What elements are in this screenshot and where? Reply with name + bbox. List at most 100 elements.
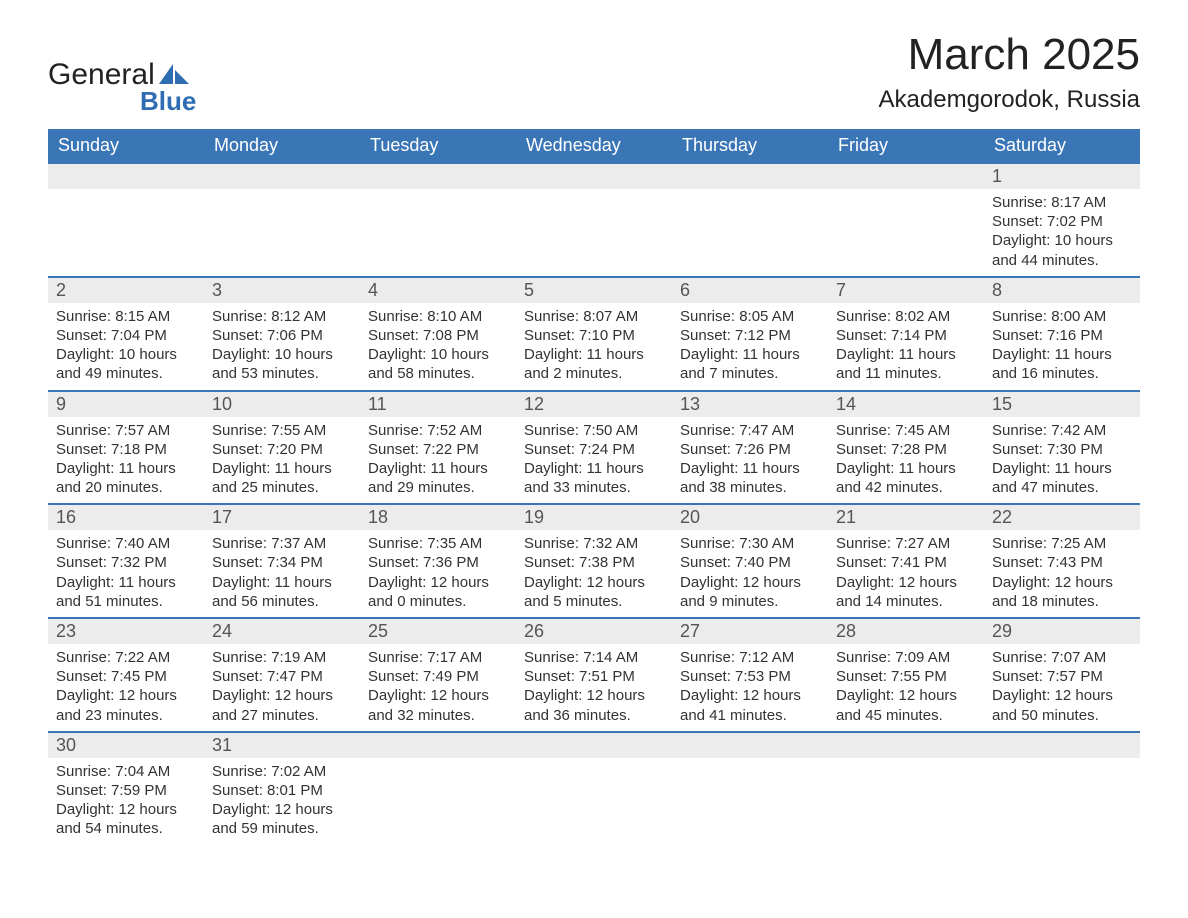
sunset-text: Sunset: 7:20 PM [212,440,352,459]
calendar-cell [516,732,672,845]
calendar-cell: 31Sunrise: 7:02 AMSunset: 8:01 PMDayligh… [204,732,360,845]
weekday-header: Monday [204,129,360,163]
logo: General Blue [48,58,196,117]
calendar-cell: 23Sunrise: 7:22 AMSunset: 7:45 PMDayligh… [48,618,204,732]
calendar-cell: 19Sunrise: 7:32 AMSunset: 7:38 PMDayligh… [516,504,672,618]
weekday-header: Tuesday [360,129,516,163]
header-row: General Blue March 2025 Akademgorodok, R… [48,30,1140,117]
daylight2-text: and 36 minutes. [524,706,664,725]
daylight1-text: Daylight: 12 hours [56,686,196,705]
daylight1-text: Daylight: 10 hours [992,231,1132,250]
sunrise-text: Sunrise: 7:37 AM [212,534,352,553]
day-number: 10 [204,392,360,417]
daylight1-text: Daylight: 10 hours [368,345,508,364]
sunrise-text: Sunrise: 7:57 AM [56,421,196,440]
calendar-cell: 25Sunrise: 7:17 AMSunset: 7:49 PMDayligh… [360,618,516,732]
calendar-cell: 1Sunrise: 8:17 AMSunset: 7:02 PMDaylight… [984,163,1140,277]
sunrise-text: Sunrise: 7:45 AM [836,421,976,440]
calendar-cell: 11Sunrise: 7:52 AMSunset: 7:22 PMDayligh… [360,391,516,505]
day-details [516,758,672,838]
sunrise-text: Sunrise: 7:14 AM [524,648,664,667]
sunrise-text: Sunrise: 8:07 AM [524,307,664,326]
day-number [48,164,204,189]
sunset-text: Sunset: 7:24 PM [524,440,664,459]
daylight1-text: Daylight: 10 hours [56,345,196,364]
sunrise-text: Sunrise: 7:12 AM [680,648,820,667]
daylight1-text: Daylight: 12 hours [680,686,820,705]
daylight1-text: Daylight: 11 hours [836,345,976,364]
weekday-header: Friday [828,129,984,163]
sunset-text: Sunset: 7:36 PM [368,553,508,572]
sunrise-text: Sunrise: 7:35 AM [368,534,508,553]
daylight1-text: Daylight: 12 hours [836,573,976,592]
daylight2-text: and 14 minutes. [836,592,976,611]
sunrise-text: Sunrise: 7:47 AM [680,421,820,440]
day-details: Sunrise: 8:07 AMSunset: 7:10 PMDaylight:… [516,303,672,390]
sunrise-text: Sunrise: 8:12 AM [212,307,352,326]
daylight1-text: Daylight: 11 hours [680,459,820,478]
daylight2-text: and 5 minutes. [524,592,664,611]
sunrise-text: Sunrise: 8:05 AM [680,307,820,326]
sunrise-text: Sunrise: 7:40 AM [56,534,196,553]
day-details: Sunrise: 7:14 AMSunset: 7:51 PMDaylight:… [516,644,672,731]
sunrise-text: Sunrise: 7:09 AM [836,648,976,667]
calendar-cell: 24Sunrise: 7:19 AMSunset: 7:47 PMDayligh… [204,618,360,732]
day-number: 7 [828,278,984,303]
weekday-header: Wednesday [516,129,672,163]
day-number: 27 [672,619,828,644]
day-number: 30 [48,733,204,758]
daylight2-text: and 41 minutes. [680,706,820,725]
day-details: Sunrise: 7:12 AMSunset: 7:53 PMDaylight:… [672,644,828,731]
weekday-header: Saturday [984,129,1140,163]
daylight1-text: Daylight: 12 hours [368,573,508,592]
daylight1-text: Daylight: 12 hours [524,573,664,592]
daylight2-text: and 54 minutes. [56,819,196,838]
daylight2-text: and 23 minutes. [56,706,196,725]
sunset-text: Sunset: 7:14 PM [836,326,976,345]
daylight2-text: and 45 minutes. [836,706,976,725]
sunset-text: Sunset: 7:28 PM [836,440,976,459]
daylight1-text: Daylight: 12 hours [992,573,1132,592]
day-number [360,733,516,758]
day-details: Sunrise: 7:07 AMSunset: 7:57 PMDaylight:… [984,644,1140,731]
calendar-cell: 4Sunrise: 8:10 AMSunset: 7:08 PMDaylight… [360,277,516,391]
daylight1-text: Daylight: 11 hours [524,459,664,478]
sunset-text: Sunset: 7:06 PM [212,326,352,345]
day-details [672,758,828,838]
sunrise-text: Sunrise: 7:25 AM [992,534,1132,553]
day-number: 23 [48,619,204,644]
daylight2-text: and 49 minutes. [56,364,196,383]
day-details: Sunrise: 7:25 AMSunset: 7:43 PMDaylight:… [984,530,1140,617]
day-number: 25 [360,619,516,644]
sunrise-text: Sunrise: 7:55 AM [212,421,352,440]
calendar-body: 1Sunrise: 8:17 AMSunset: 7:02 PMDaylight… [48,163,1140,845]
sunset-text: Sunset: 7:40 PM [680,553,820,572]
day-number: 19 [516,505,672,530]
calendar-cell: 6Sunrise: 8:05 AMSunset: 7:12 PMDaylight… [672,277,828,391]
daylight1-text: Daylight: 10 hours [212,345,352,364]
sunrise-text: Sunrise: 7:50 AM [524,421,664,440]
day-number: 8 [984,278,1140,303]
daylight2-text: and 2 minutes. [524,364,664,383]
daylight2-text: and 0 minutes. [368,592,508,611]
calendar-cell: 5Sunrise: 8:07 AMSunset: 7:10 PMDaylight… [516,277,672,391]
daylight2-text: and 29 minutes. [368,478,508,497]
day-details: Sunrise: 8:15 AMSunset: 7:04 PMDaylight:… [48,303,204,390]
day-number: 22 [984,505,1140,530]
day-details: Sunrise: 7:45 AMSunset: 7:28 PMDaylight:… [828,417,984,504]
day-details: Sunrise: 8:05 AMSunset: 7:12 PMDaylight:… [672,303,828,390]
day-number: 26 [516,619,672,644]
sunset-text: Sunset: 7:18 PM [56,440,196,459]
calendar-week-row: 1Sunrise: 8:17 AMSunset: 7:02 PMDaylight… [48,163,1140,277]
weekday-header: Thursday [672,129,828,163]
day-number: 3 [204,278,360,303]
daylight1-text: Daylight: 11 hours [836,459,976,478]
day-number: 15 [984,392,1140,417]
daylight2-text: and 47 minutes. [992,478,1132,497]
sunset-text: Sunset: 7:59 PM [56,781,196,800]
day-number: 6 [672,278,828,303]
sunset-text: Sunset: 7:22 PM [368,440,508,459]
day-number [360,164,516,189]
day-number [516,164,672,189]
daylight2-text: and 53 minutes. [212,364,352,383]
